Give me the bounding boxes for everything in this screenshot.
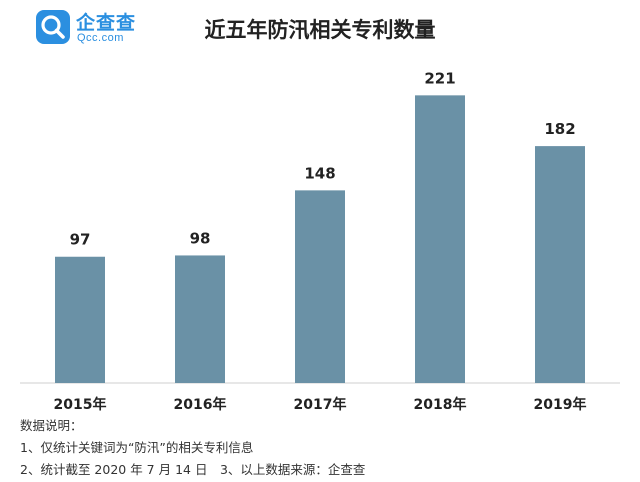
notes-heading: 数据说明：: [20, 418, 83, 433]
category-label-2016年: 2016年: [174, 396, 227, 413]
bar-2016年: [175, 255, 225, 383]
logo-name: 企查查: [76, 12, 137, 34]
value-label-2016年: 98: [190, 229, 211, 247]
category-label-2015年: 2015年: [54, 396, 107, 413]
value-label-2017年: 148: [304, 164, 335, 182]
category-label-2017年: 2017年: [294, 396, 347, 413]
category-label-2019年: 2019年: [534, 396, 587, 413]
bar-2015年: [55, 256, 105, 383]
notes-line-1: 1、仅统计关键词为“防汛”的相关专利信息: [20, 440, 254, 455]
chart-title: 近五年防汛相关专利数量: [204, 18, 436, 42]
notes-line-2: 2、统计截至 2020 年 7 月 14 日 3、以上数据来源：企查查: [20, 462, 366, 477]
value-label-2015年: 97: [70, 231, 91, 249]
value-label-2019年: 182: [544, 120, 575, 138]
qcc-logo-icon: [36, 10, 70, 44]
logo-domain: Qcc.com: [77, 32, 124, 44]
data-notes: 数据说明： 1、仅统计关键词为“防汛”的相关专利信息 2、统计截至 2020 年…: [20, 415, 365, 481]
category-label-2018年: 2018年: [414, 396, 467, 413]
bar-2017年: [295, 190, 345, 383]
bar-2019年: [535, 146, 585, 383]
qcc-logo: 企查查 Qcc.com: [36, 8, 146, 48]
bar-2018年: [415, 95, 465, 383]
value-label-2018年: 221: [424, 69, 455, 87]
